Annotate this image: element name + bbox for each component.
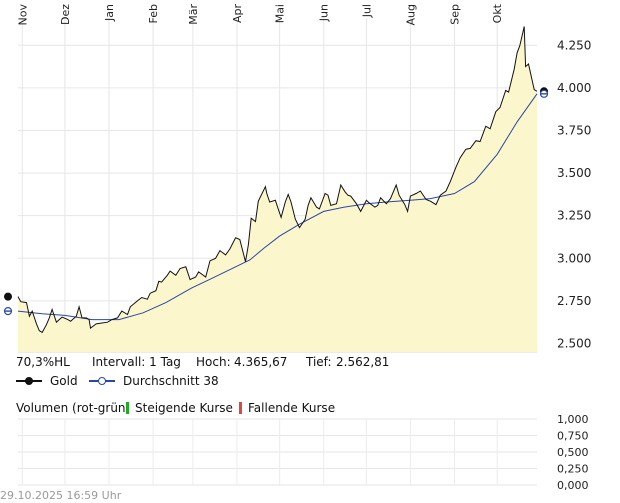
month-label: Mai [274,4,287,23]
volume-tick-label: 0,000 [557,479,589,492]
y-tick-label: 4.000 [557,81,591,95]
legend-falling-label: Fallende Kurse [248,401,336,415]
legend-rising[interactable]: Steigende Kurse [122,401,233,415]
gold-area-fill [18,26,537,352]
legend-gold[interactable]: Gold [16,374,78,388]
y-tick-label: 2.750 [557,294,591,308]
month-label: Okt [491,3,504,23]
y-tick-label: 3.750 [557,123,591,137]
volume-tick-label: 1,000 [557,413,589,426]
volume-tick-label: 0,250 [557,463,589,476]
end-markers [3,87,549,316]
volume-grid [18,418,537,486]
timestamp: 29.10.2025 16:59 Uhr [0,489,122,502]
volume-title: Volumen (rot-grün) [16,401,131,415]
month-label: Apr [231,4,244,24]
legend-average-label: Durchschnitt 38 [123,374,219,388]
gold-line [17,26,538,334]
high-value: 4.365,67 [234,355,288,369]
range-label: 70,3%HL [16,355,70,369]
month-label: Mär [187,4,200,25]
legend-falling[interactable]: Fallende Kurse [235,401,335,415]
legend-rising-label: Steigende Kurse [135,401,233,415]
month-label: Dez [59,4,72,25]
y-tick-label: 4.250 [557,38,591,52]
y-tick-label: 2.500 [557,336,591,350]
month-label: Jun [318,4,331,22]
low-label: Tief: [306,355,332,369]
high-label: Hoch: [196,355,231,369]
low-value: 2.562,81 [336,355,390,369]
y-tick-label: 3.250 [557,209,591,223]
x-axis-month-labels: Nov Dez Jan Feb Mär Apr Mai Jun Jul Aug Sep Okt [16,3,504,25]
legend-average-swatch-icon [89,376,115,386]
month-label: Jul [360,4,373,18]
volume-tick-label: 0,500 [557,446,589,459]
month-label: Jan [103,4,116,22]
month-label: Sep [449,4,462,25]
month-label: Feb [147,4,160,23]
legend-gold-label: Gold [50,374,78,388]
legend-average[interactable]: Durchschnitt 38 [89,374,219,388]
rising-swatch-icon [126,402,129,414]
average-line [17,93,538,321]
y-tick-label: 3.500 [557,166,591,180]
month-label: Aug [404,4,417,25]
legend-gold-swatch-icon [16,376,42,386]
month-label: Nov [16,4,29,26]
y-axis-tick-labels: 2.500 2.750 3.000 3.250 3.500 3.750 4.000 4.250 [557,38,591,350]
volume-tick-label: 0,750 [557,430,589,443]
y-tick-label: 3.000 [557,251,591,265]
gold-marker [4,292,12,301]
volume-y-axis-labels: 1,000 0,750 0,500 0,250 0,000 [557,413,589,492]
interval-label: Intervall: 1 Tag [92,355,181,369]
falling-swatch-icon [239,402,242,414]
